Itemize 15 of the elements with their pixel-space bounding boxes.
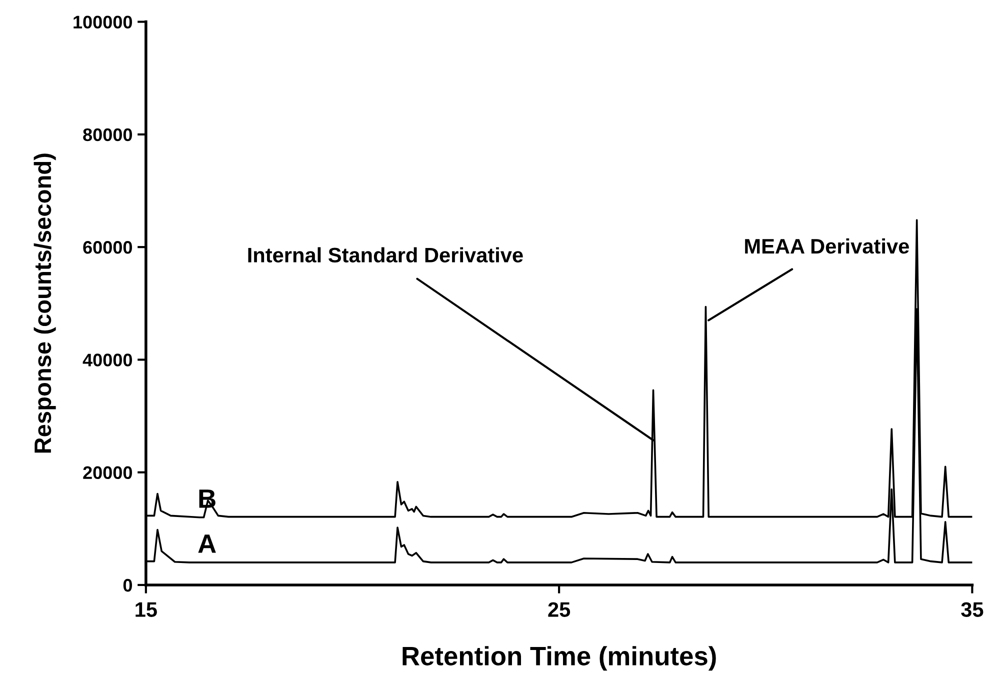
y-tick-label: 20000 bbox=[83, 466, 132, 480]
series-label: A bbox=[198, 534, 216, 553]
series-label: B bbox=[199, 490, 216, 508]
y-tick-label: 40000 bbox=[82, 354, 132, 366]
y-tick-label: 80000 bbox=[83, 128, 132, 142]
y-axis-title: Response (counts/second) bbox=[34, 154, 56, 453]
x-tick-label: 15 bbox=[136, 602, 157, 617]
y-tick-label: 60000 bbox=[83, 241, 132, 254]
x-tick-label: 35 bbox=[961, 602, 984, 617]
annotation: Internal Standard Derivative bbox=[248, 247, 523, 263]
x-axis-title: Retention Time (minutes) bbox=[402, 646, 716, 671]
y-tick-label: 100000 bbox=[74, 16, 132, 29]
x-tick-label: 25 bbox=[548, 602, 570, 617]
annotation: MEAA Derivative bbox=[745, 238, 909, 254]
y-tick-label: 0 bbox=[123, 578, 132, 592]
